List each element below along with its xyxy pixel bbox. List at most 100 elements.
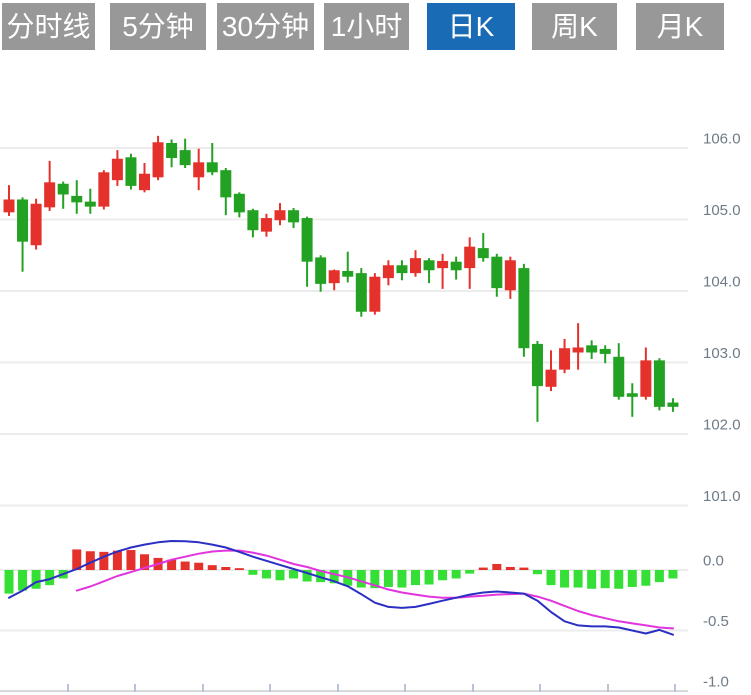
price-axis-label: 105.0: [703, 202, 741, 219]
candle-body-up: [328, 270, 340, 284]
candle-body-down: [491, 256, 503, 289]
macd-hist-bar-down: [668, 570, 678, 579]
price-axis-label: 101.0: [703, 488, 741, 505]
tab-5min[interactable]: 5分钟: [110, 3, 206, 50]
candle-body-up: [572, 347, 584, 353]
macd-hist-bar-down: [356, 570, 366, 588]
candle-body-up: [3, 199, 15, 213]
macd-hist-bar-up: [492, 563, 502, 570]
macd-hist-bar-down: [275, 570, 285, 581]
macd-hist-bar-down: [248, 570, 258, 575]
macd-hist-bar-up: [180, 561, 190, 570]
macd-hist-bar-up: [126, 550, 136, 570]
tab-1hour[interactable]: 1小时: [324, 3, 409, 50]
macd-hist-bar-down: [329, 570, 339, 584]
macd-histogram: [4, 549, 678, 594]
macd-hist-bar-down: [438, 570, 448, 581]
tab-label: 分时线: [6, 10, 91, 42]
candle-body-down: [653, 360, 665, 407]
candle-body-up: [382, 265, 394, 279]
macd-hist-bar-down: [397, 570, 407, 588]
macd-hist-bar-down: [573, 570, 583, 588]
x-axis-ticks: [67, 684, 676, 692]
macd-hist-bar-up: [194, 562, 204, 570]
candle-body-down: [57, 183, 69, 195]
macd-axis-label: -1.0: [703, 674, 729, 691]
candle-body-down: [206, 162, 218, 173]
macd-hist-bar-up: [519, 567, 529, 570]
tab-weekly-k[interactable]: 周K: [532, 3, 617, 50]
tab-30min[interactable]: 30分钟: [217, 3, 314, 50]
candle-body-up: [274, 210, 286, 221]
candle-body-down: [315, 257, 327, 284]
candle-body-down: [71, 195, 83, 203]
tab-label: 日K: [447, 10, 495, 42]
candle-body-down: [355, 273, 367, 312]
tab-monthly-k[interactable]: 月K: [636, 3, 724, 50]
macd-hist-bar-up: [221, 566, 231, 570]
macd-hist-bar-up: [478, 567, 488, 570]
tab-daily-k[interactable]: 日K: [427, 3, 515, 50]
kline-period-tabbar: 分时线 5分钟 30分钟 1小时 日K 周K 月K: [0, 0, 751, 53]
candle-body-up: [111, 158, 123, 181]
macd-hist-bar-down: [587, 570, 597, 589]
macd-hist-bar-down: [370, 570, 380, 589]
candle-body-down: [396, 265, 408, 274]
candle-body-down: [17, 199, 29, 242]
candle-body-down: [626, 393, 638, 397]
macd-hist-bar-up: [505, 566, 515, 570]
candle-body-down: [84, 201, 96, 207]
candle-body-down: [613, 356, 625, 397]
tab-label: 5分钟: [122, 10, 194, 42]
candle-body-up: [640, 360, 652, 397]
macd-hist-bar-up: [207, 565, 217, 570]
candle-body-up: [410, 258, 421, 274]
candle-body-up: [369, 276, 381, 312]
candles-layer: [3, 135, 679, 422]
macd-axis-label: -0.5: [703, 613, 729, 630]
candle-body-down: [247, 210, 259, 231]
dif-line: [8, 540, 674, 636]
macd-hist-bar-down: [600, 570, 610, 589]
tab-label: 月K: [656, 10, 704, 42]
macd-hist-bar-down: [424, 570, 434, 585]
grid-layer: 106.0 105.0 104.0 103.0 102.0 101.0 0.0 -0.5 -1.…: [0, 131, 741, 692]
macd-hist-bar-up: [72, 549, 82, 570]
candle-body-up: [44, 182, 56, 208]
candle-body-up: [98, 172, 110, 207]
macd-hist-bar-down: [261, 570, 271, 579]
candle-body-down: [288, 210, 300, 223]
macd-hist-bar-down: [316, 570, 326, 583]
candle-body-up: [139, 173, 150, 191]
tab-timeshare[interactable]: 分时线: [2, 3, 95, 50]
macd-hist-bar-up: [85, 551, 95, 570]
candle-body-up: [437, 260, 449, 269]
candle-body-down: [342, 270, 354, 277]
macd-axis-label: 0.0: [703, 553, 724, 570]
candle-body-down: [518, 268, 530, 349]
macd-hist-bar-down: [289, 570, 299, 579]
price-axis-label: 103.0: [703, 345, 741, 362]
price-axis-label: 102.0: [703, 417, 741, 434]
candle-body-up: [464, 246, 476, 269]
candle-body-down: [531, 343, 543, 387]
macd-hist-bar-down: [302, 570, 312, 582]
candle-body-up: [152, 142, 164, 178]
macd-hist-bar-down: [532, 570, 542, 575]
macd-hist-bar-down: [451, 570, 461, 579]
macd-hist-bar-down: [383, 570, 393, 587]
macd-hist-bar-up: [112, 550, 122, 570]
macd-hist-bar-down: [546, 570, 556, 586]
macd-hist-bar-down: [465, 570, 475, 574]
macd-hist-bar-up: [167, 559, 177, 570]
candle-body-up: [545, 369, 557, 387]
macd-hist-bar-up: [140, 554, 149, 570]
candle-body-down: [586, 345, 598, 353]
candle-body-down: [233, 193, 245, 213]
price-axis-label: 106.0: [703, 131, 741, 148]
tab-label: 1小时: [330, 10, 403, 42]
candle-body-down: [667, 402, 679, 407]
tab-label: 周K: [551, 10, 598, 42]
macd-hist-bar-up: [234, 568, 244, 570]
